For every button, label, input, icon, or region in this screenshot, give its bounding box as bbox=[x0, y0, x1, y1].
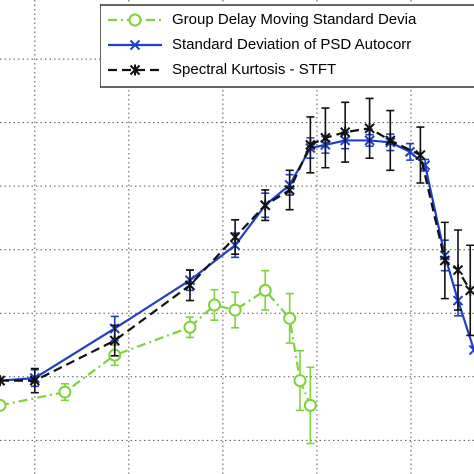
marker bbox=[229, 231, 241, 243]
marker bbox=[29, 375, 41, 387]
marker bbox=[305, 139, 316, 151]
marker bbox=[260, 199, 271, 211]
series-line bbox=[0, 288, 312, 407]
legend-marker bbox=[129, 39, 141, 51]
marker bbox=[364, 122, 375, 134]
series-line bbox=[0, 139, 474, 382]
legend: Group Delay Moving Standard Devia Standar… bbox=[100, 4, 474, 88]
marker bbox=[293, 374, 307, 388]
legend-label: Standard Deviation of PSD Autocorr bbox=[172, 36, 411, 53]
marker bbox=[468, 344, 474, 356]
marker bbox=[58, 385, 72, 399]
marker bbox=[207, 298, 221, 312]
marker bbox=[452, 264, 464, 276]
marker bbox=[303, 398, 317, 412]
marker bbox=[283, 311, 297, 325]
marker bbox=[183, 320, 197, 334]
legend-marker bbox=[128, 13, 142, 27]
marker bbox=[465, 284, 474, 296]
marker bbox=[415, 149, 426, 161]
marker bbox=[439, 255, 451, 267]
marker bbox=[184, 279, 196, 291]
marker bbox=[320, 132, 331, 144]
marker bbox=[109, 335, 120, 347]
marker bbox=[385, 134, 396, 146]
marker bbox=[258, 283, 272, 297]
marker bbox=[0, 375, 6, 387]
marker bbox=[284, 184, 295, 196]
legend-label: Group Delay Moving Standard Devia bbox=[172, 11, 417, 28]
legend-label: Spectral Kurtosis - STFT bbox=[172, 61, 336, 78]
marker bbox=[228, 303, 242, 317]
marker bbox=[339, 126, 351, 138]
legend-box bbox=[100, 4, 474, 88]
legend-marker bbox=[129, 64, 141, 76]
series-line bbox=[0, 127, 472, 382]
marker bbox=[0, 398, 7, 412]
